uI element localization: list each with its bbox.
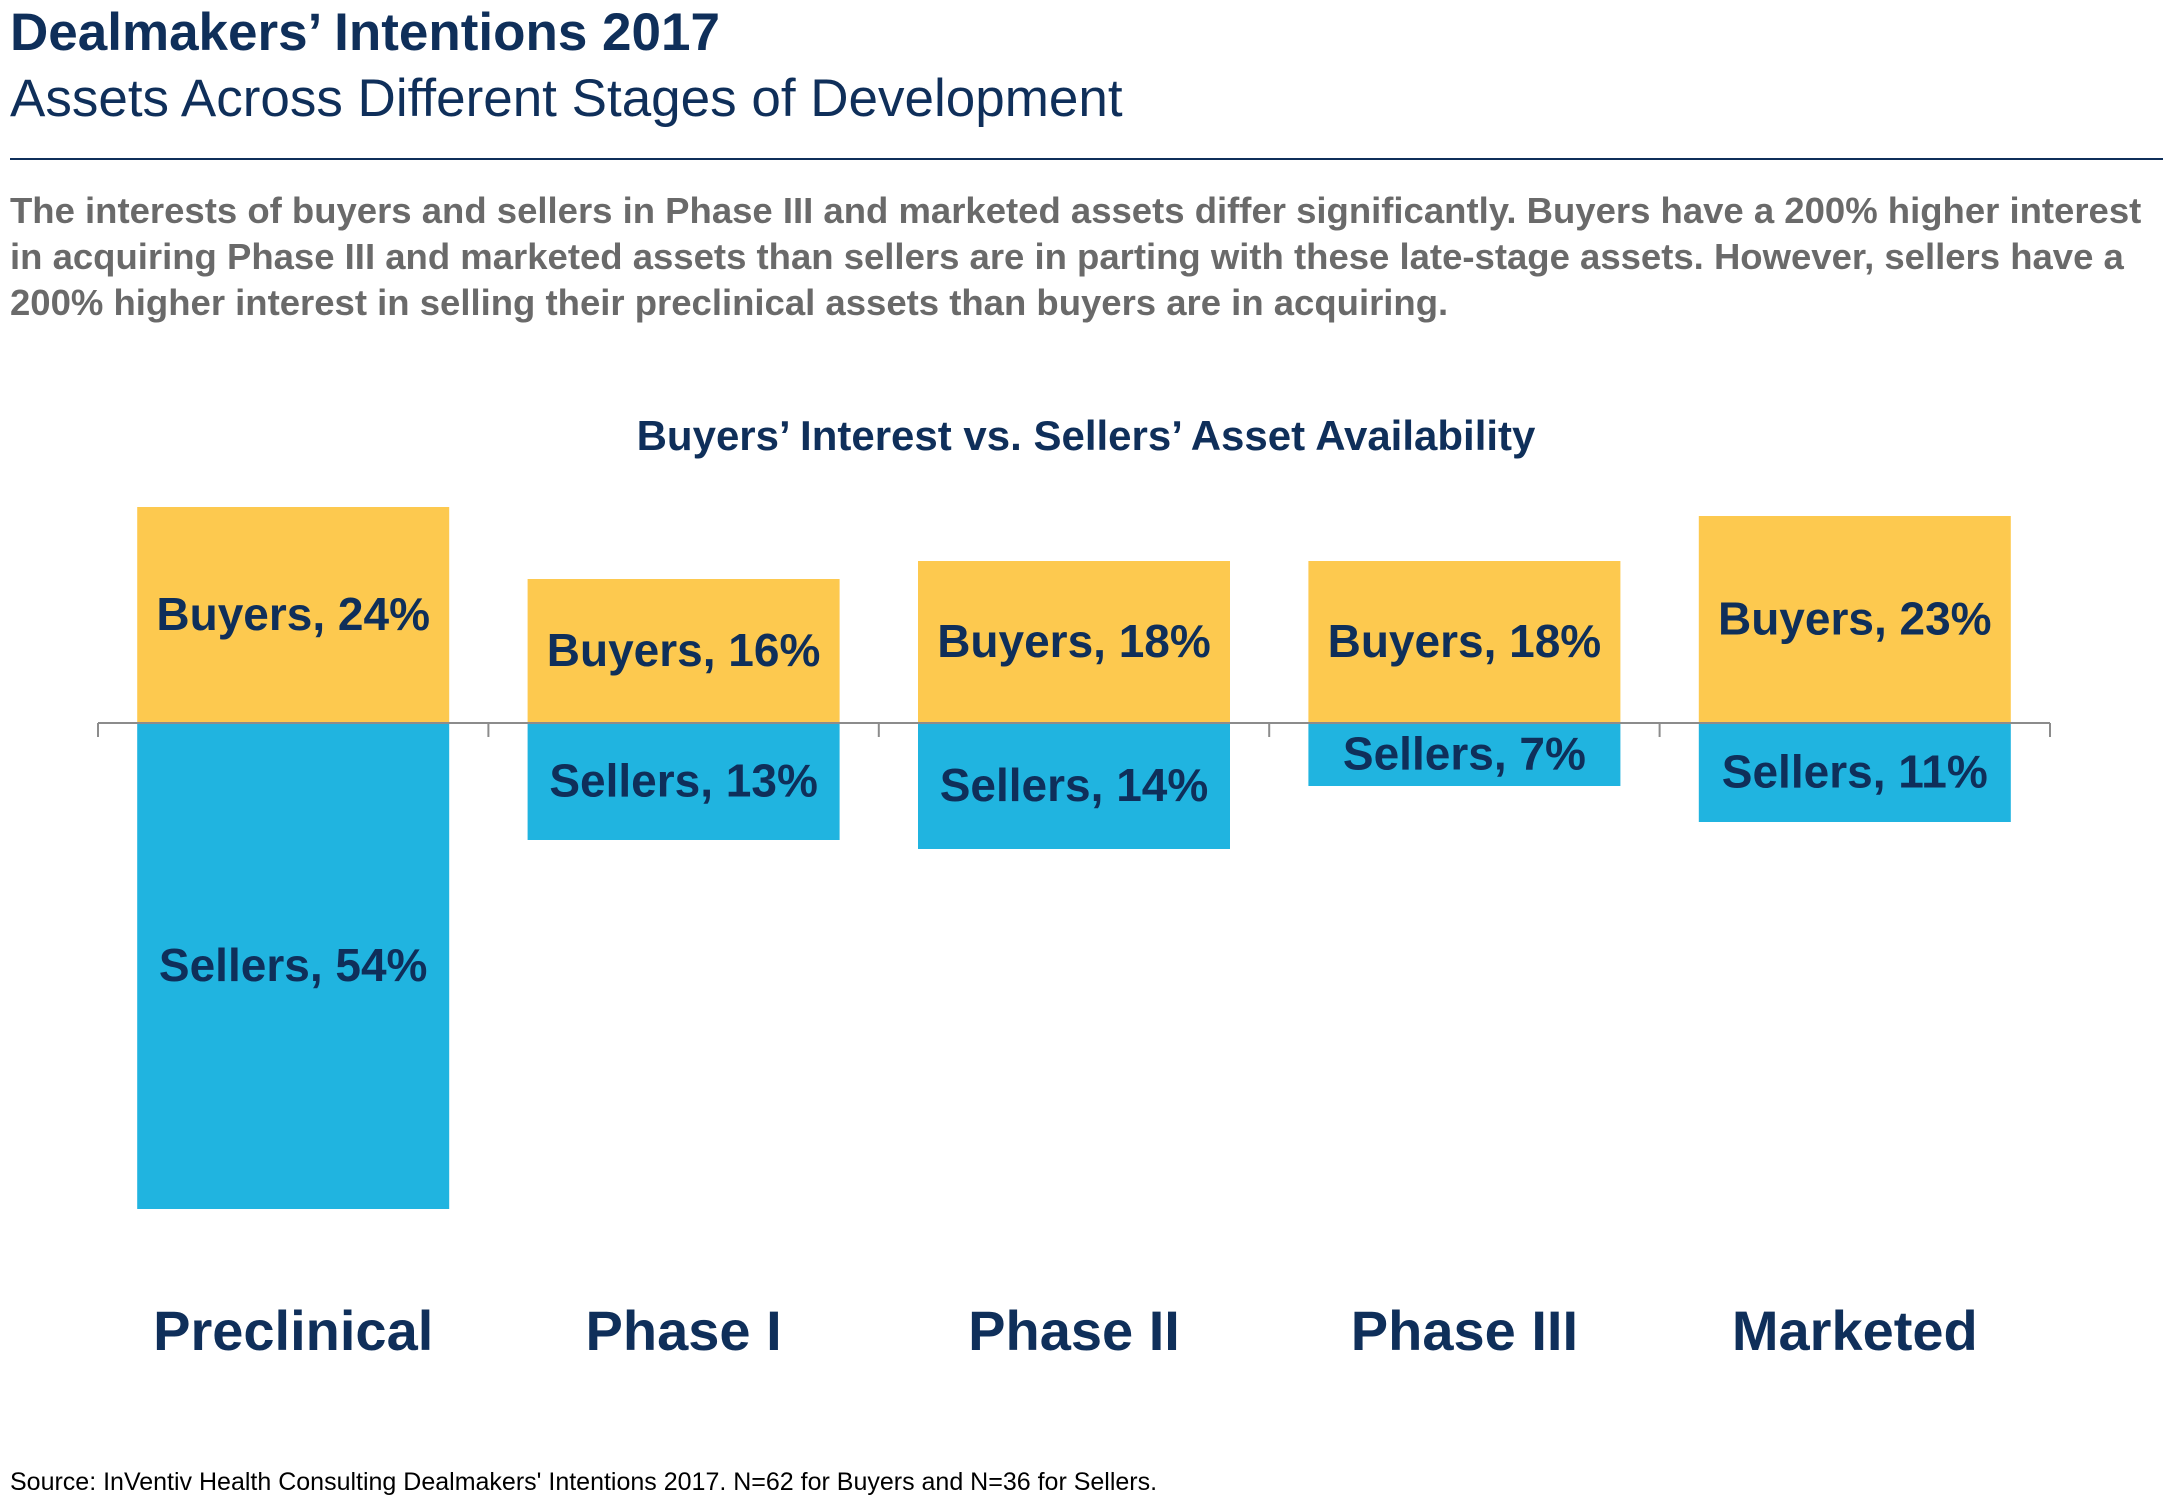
sellers-bar bbox=[137, 723, 450, 1209]
sellers-bar bbox=[1308, 723, 1621, 786]
sellers-data-label: Sellers, 7% bbox=[1343, 728, 1586, 780]
category-tick-label: Phase III bbox=[1351, 1299, 1578, 1362]
source-note: Source: InVentiv Health Consulting Dealm… bbox=[10, 1468, 1158, 1496]
buyers-bar bbox=[527, 579, 840, 723]
chart-area: Buyers, 24% Sellers, 54% Preclinical Buyers… bbox=[97, 507, 2051, 1362]
buyers-bar bbox=[918, 561, 1230, 723]
sellers-bar bbox=[918, 723, 1230, 849]
buyers-data-label: Buyers, 18% bbox=[937, 615, 1211, 667]
sellers-data-label: Sellers, 14% bbox=[940, 759, 1209, 811]
sellers-data-label: Sellers, 13% bbox=[549, 755, 818, 807]
buyers-bar bbox=[1698, 516, 2011, 723]
intro-paragraph: The interests of buyers and sellers in P… bbox=[10, 190, 2142, 323]
sellers-data-label: Sellers, 11% bbox=[1722, 746, 1988, 798]
buyers-bar bbox=[137, 507, 450, 723]
category-tick-label: Preclinical bbox=[153, 1299, 433, 1362]
buyers-data-label: Buyers, 18% bbox=[1328, 615, 1602, 667]
page-title: Dealmakers’ Intentions 2017 bbox=[10, 3, 720, 62]
category-tick-label: Phase II bbox=[968, 1299, 1180, 1362]
title-divider bbox=[10, 158, 2163, 160]
chart-title: Buyers’ Interest vs. Sellers’ Asset Avai… bbox=[636, 412, 1536, 459]
buyers-data-label: Buyers, 23% bbox=[1718, 593, 1992, 645]
page-subtitle: Assets Across Different Stages of Develo… bbox=[10, 69, 1123, 128]
category-tick-label: Marketed bbox=[1732, 1299, 1978, 1362]
buyers-bar bbox=[1308, 561, 1621, 723]
sellers-bar bbox=[1698, 723, 2011, 822]
buyers-data-label: Buyers, 24% bbox=[156, 588, 430, 640]
buyers-data-label: Buyers, 16% bbox=[547, 624, 821, 676]
category-tick-label: Phase I bbox=[586, 1299, 782, 1362]
sellers-bar bbox=[527, 723, 840, 840]
sellers-data-label: Sellers, 54% bbox=[159, 939, 428, 991]
